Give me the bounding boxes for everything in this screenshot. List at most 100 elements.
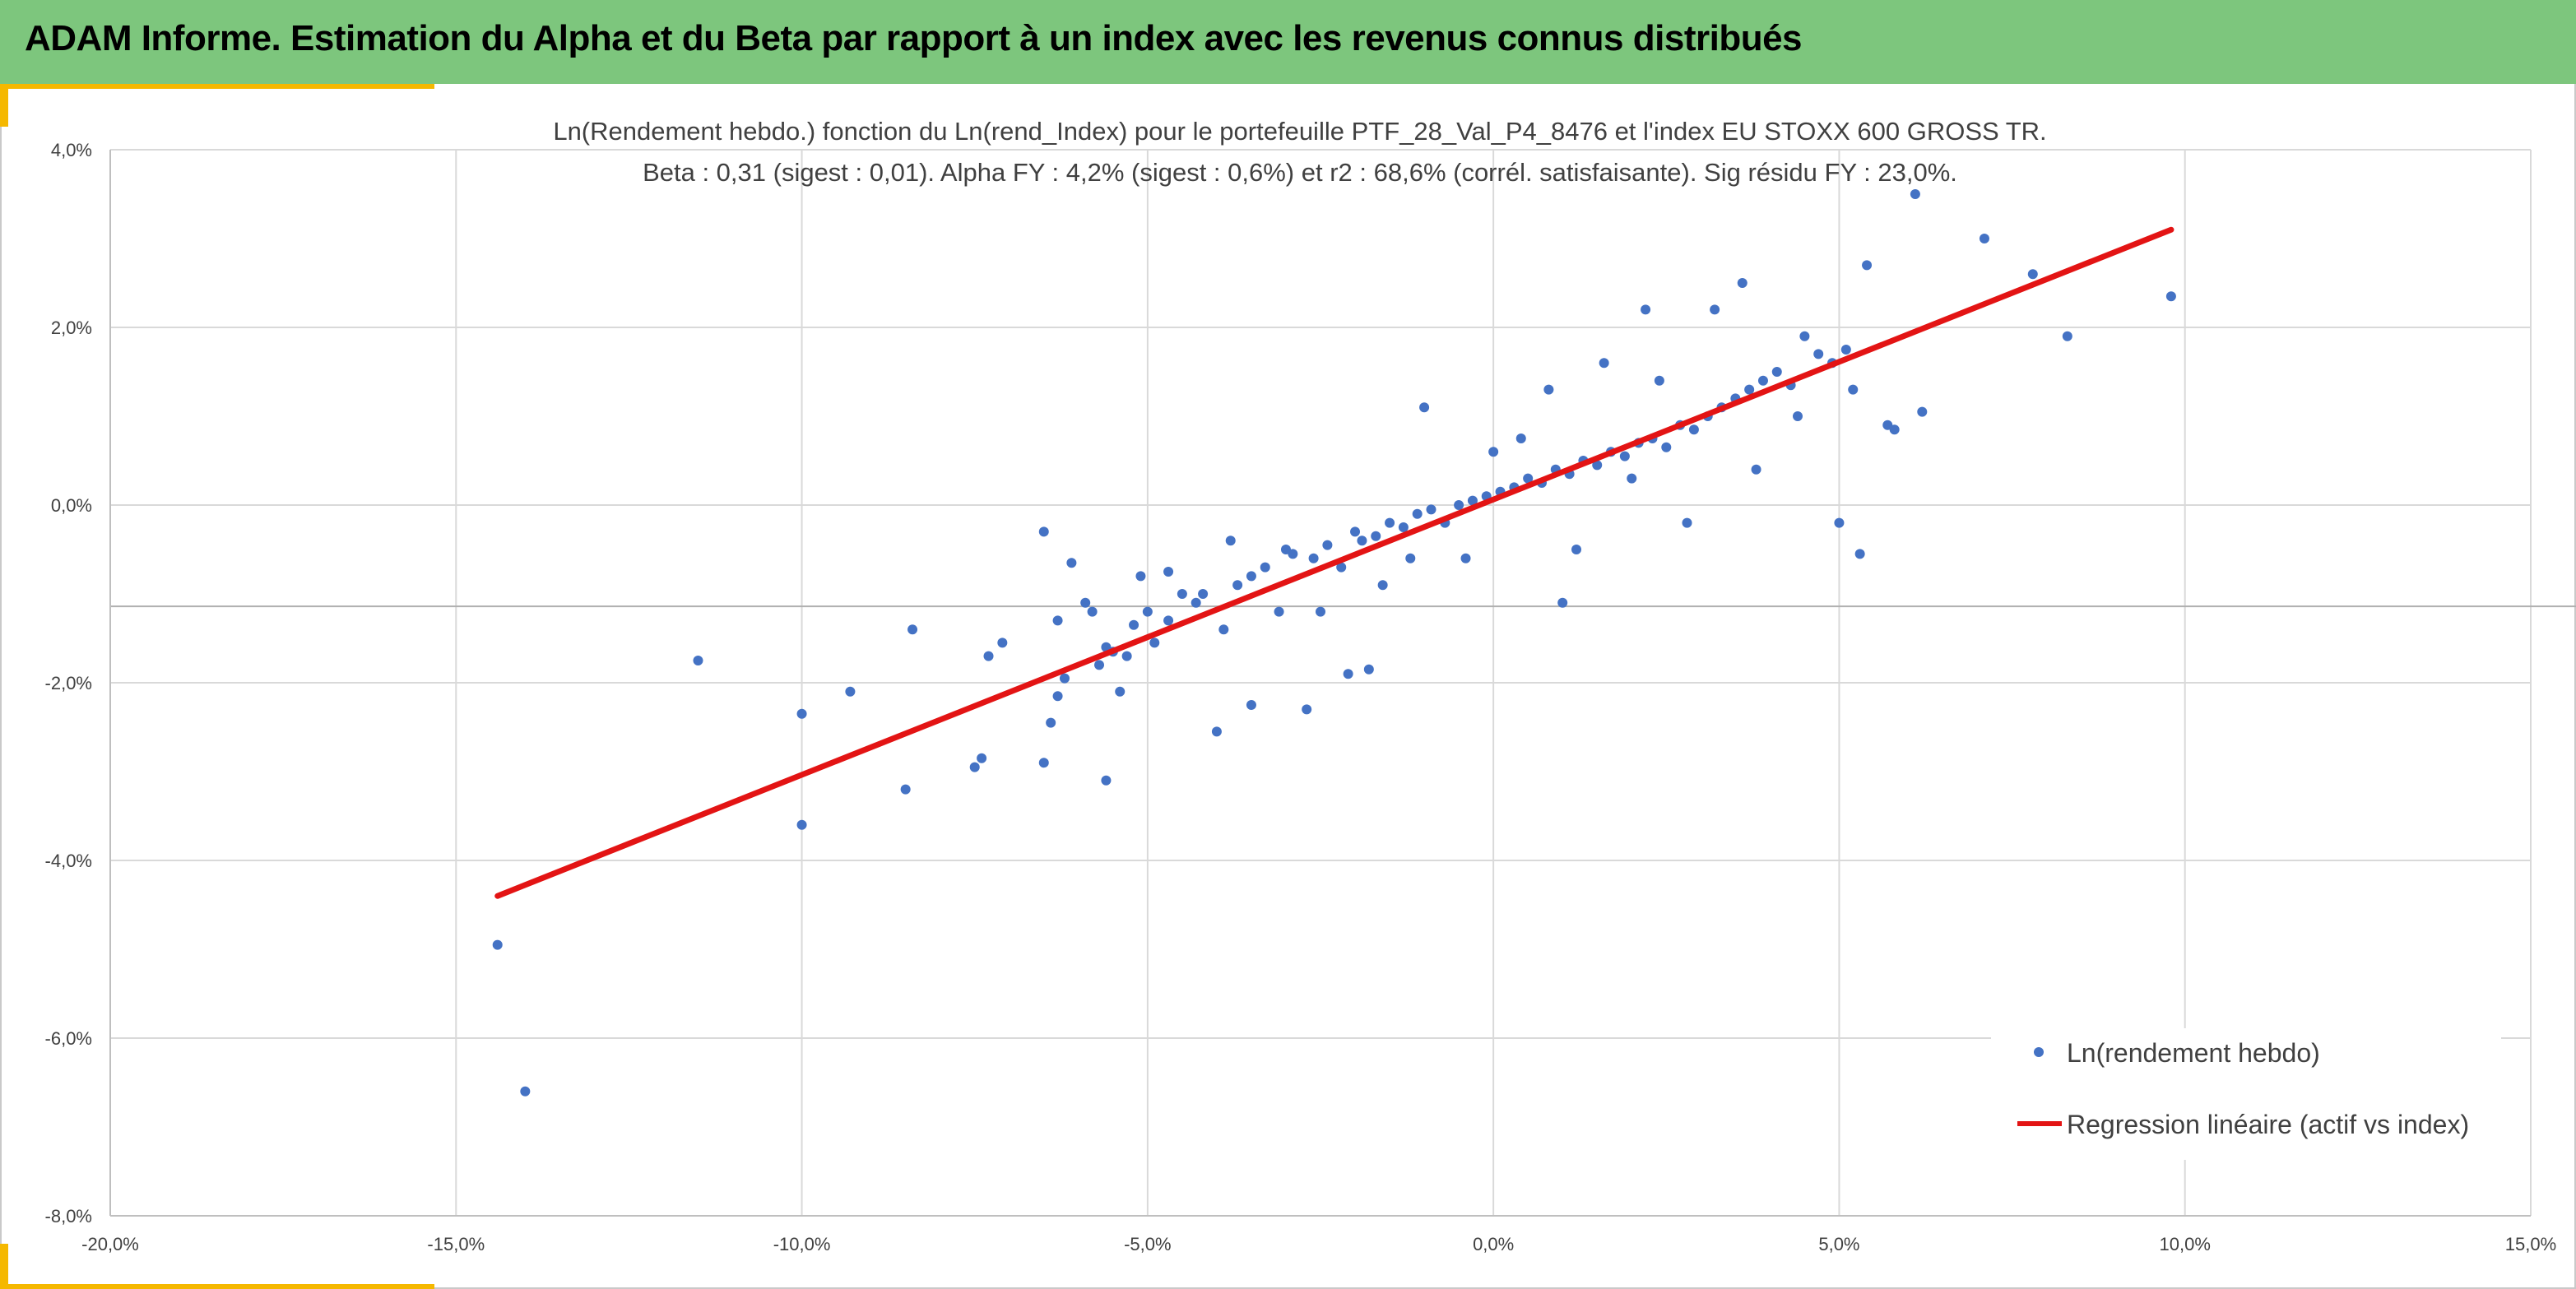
data-point [1135,571,1146,582]
data-point [1523,473,1534,484]
data-point [1467,495,1478,506]
data-point [1412,508,1423,519]
data-point [1834,517,1845,528]
data-point [1350,526,1361,537]
data-point [1101,775,1112,786]
data-point [1149,638,1160,648]
data-point [1751,464,1761,475]
data-point [969,762,980,772]
y-tick-label: 0,0% [51,495,92,516]
data-point [1571,545,1582,554]
data-point [1419,402,1430,413]
y-tick-label: -6,0% [45,1028,92,1049]
y-tick-label: -4,0% [45,851,92,871]
data-point [845,686,856,697]
data-point [1052,691,1063,702]
data-point [1377,580,1388,591]
chart-title-line-2: Beta : 0,31 (sigest : 0,01). Alpha FY : … [643,158,1957,187]
data-point [1454,500,1464,510]
x-tick-label: -15,0% [427,1234,485,1254]
data-point [1246,571,1256,582]
data-point [1059,673,1070,684]
data-point [1322,540,1333,550]
accent-bar-bottom [0,1284,434,1289]
data-point [1737,278,1748,288]
data-point [977,753,987,763]
data-point [1771,367,1782,377]
data-point [1910,189,1920,199]
data-point [1094,660,1105,670]
tick-labels: -20,0% -15,0% -10,0% -5,0% 0,0% 5,0% 10,0% 15,0… [45,140,2557,1254]
chart-title-line-1: Ln(Rendement hebdo.) fonction du Ln(rend… [553,117,2046,146]
data-point [1840,345,1851,355]
legend-label-scatter: Ln(rendement hebdo) [2067,1038,2320,1068]
data-point [1357,536,1367,546]
data-point [1232,580,1243,591]
data-point [1038,526,1049,537]
data-point [1336,562,1347,573]
data-point [900,784,911,795]
data-point [1398,522,1409,532]
legend-background [1991,1028,2501,1160]
data-point [693,656,703,665]
data-point [1385,517,1395,528]
data-point [1460,553,1471,563]
data-point [1302,704,1312,715]
x-tick-label: 5,0% [1818,1234,1859,1254]
accent-bar-top [0,84,434,89]
data-point [1163,567,1174,577]
data-point [1744,384,1755,395]
data-point [1543,384,1554,395]
data-point [1115,686,1126,697]
data-point [1052,615,1063,626]
data-point [1080,597,1091,608]
data-point [1848,384,1859,395]
data-point [1177,589,1187,599]
data-point [1799,331,1810,341]
y-tick-label: -8,0% [45,1206,92,1226]
data-point [2062,331,2072,341]
data-point [1862,260,1873,271]
data-point [796,819,807,830]
y-tick-label: 2,0% [51,318,92,338]
data-point [1599,358,1609,369]
data-point [492,939,503,950]
accent-bar-left-top [0,84,8,127]
data-point [1405,553,1416,563]
data-point [1813,349,1824,359]
data-point [1129,619,1139,630]
data-point [1198,589,1209,599]
axes [109,150,2531,1217]
data-point [1246,700,1256,710]
data-point [1710,304,1720,315]
accent-bar-left-bottom [0,1244,8,1289]
legend-marker-scatter [2034,1047,2044,1057]
data-point [1046,717,1056,728]
regression-series [494,226,2175,899]
data-point [1592,460,1603,471]
data-point [1661,442,1672,452]
data-point [1308,553,1319,563]
data-point [1688,424,1699,435]
data-point [1274,606,1284,617]
data-point [1515,434,1526,443]
data-point [1979,234,1989,243]
data-point [1121,651,1132,661]
data-point [983,651,994,661]
data-point [1557,597,1568,608]
data-point [1211,726,1222,737]
data-point [1225,536,1236,546]
data-point [1641,304,1651,315]
data-point [1889,424,1900,435]
data-point [1654,375,1664,386]
data-point [1371,531,1381,541]
data-point [1363,664,1374,675]
data-point [1191,597,1201,608]
data-point [1142,606,1153,617]
x-tick-label: 10,0% [2160,1234,2211,1254]
data-point [1163,615,1174,626]
data-point [1619,451,1630,461]
data-point [997,638,1008,648]
data-point [1218,624,1229,635]
